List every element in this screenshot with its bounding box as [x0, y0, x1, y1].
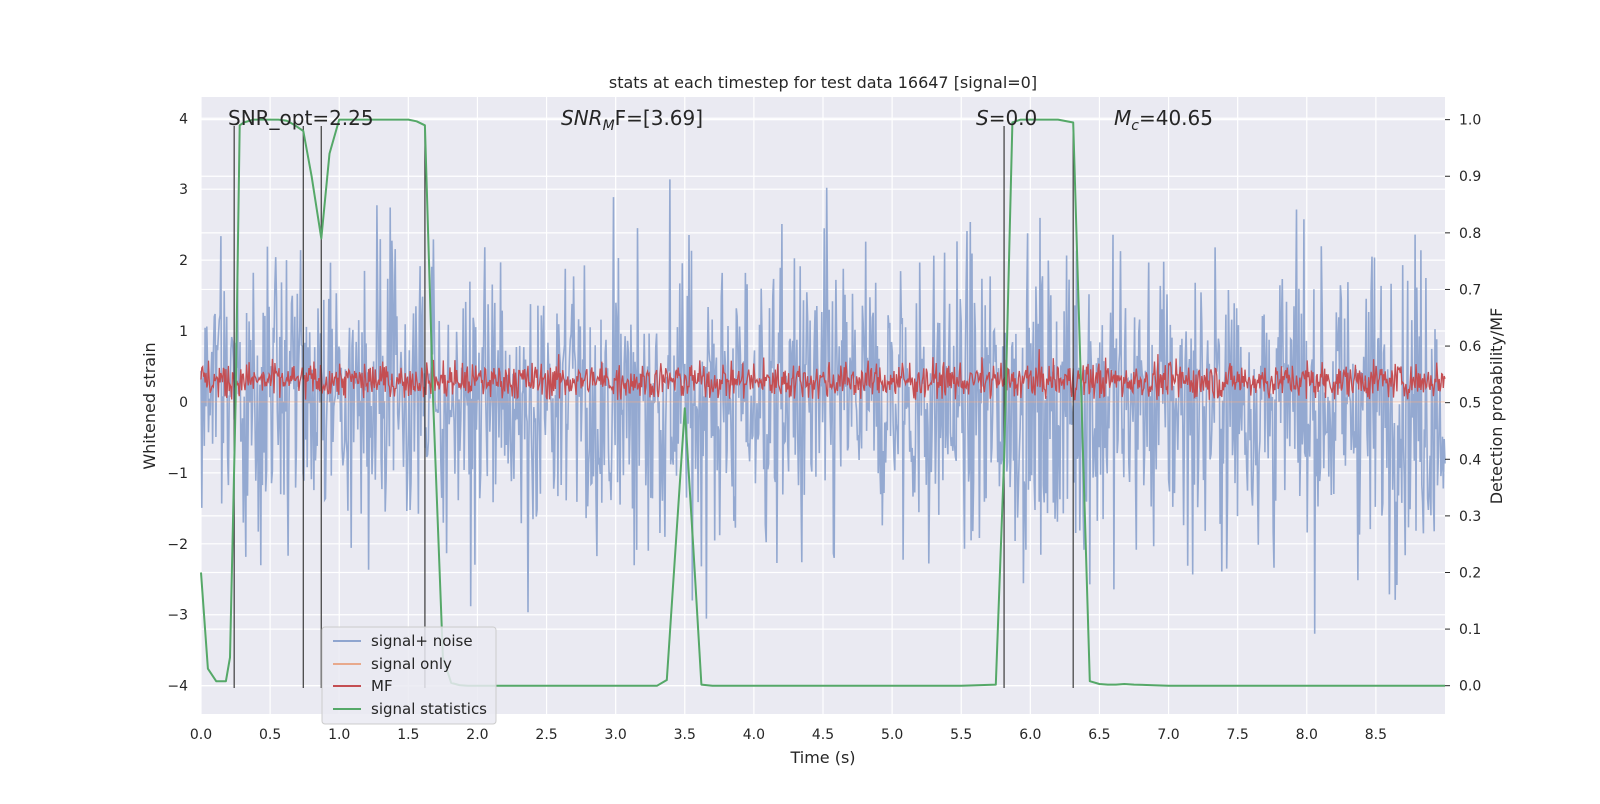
- x-tick-label: 8.0: [1296, 727, 1318, 743]
- s-name: S: [976, 106, 989, 130]
- x-tick-label: 1.0: [328, 727, 350, 743]
- signal-noise-series-line: [200, 179, 1446, 634]
- y-left-tick-label: 4: [179, 111, 188, 127]
- y-left-tick-label: 1: [179, 324, 188, 340]
- x-tick-label: 3.5: [674, 727, 696, 743]
- y-left-tick-label: 0: [179, 395, 188, 411]
- y-right-tick-label: 0.9: [1459, 169, 1481, 185]
- x-tick-label: 0.5: [259, 727, 281, 743]
- legend-label-signal-only: signal only: [371, 655, 452, 673]
- snr-mf-name: SNR: [561, 106, 603, 130]
- chart-title: stats at each timestep for test data 166…: [609, 73, 1037, 92]
- x-tick-label: 7.5: [1227, 727, 1249, 743]
- y-right-tick-label: 0.8: [1459, 226, 1481, 242]
- x-tick-label: 3.0: [605, 727, 627, 743]
- legend-entry-signal-only: signal only: [333, 655, 452, 673]
- x-tick-label: 4.0: [743, 727, 765, 743]
- x-axis-label: Time (s): [789, 748, 855, 767]
- x-tick-label: 5.5: [950, 727, 972, 743]
- y-right-tick-label: 0.0: [1459, 679, 1481, 695]
- snr-mf-value: F=[3.69]: [615, 106, 703, 130]
- noise-series-layer: [200, 179, 1446, 634]
- y-right-tick-label: 0.1: [1459, 622, 1481, 638]
- x-tick-label: 6.0: [1019, 727, 1041, 743]
- mc-annotation: Mc=40.65: [1114, 106, 1213, 134]
- mc-name: M: [1114, 106, 1131, 130]
- vertical-lines-layer: [233, 126, 1074, 688]
- legend-entry-signal-noise: signal+ noise: [333, 632, 473, 650]
- y-right-tick-label: 0.4: [1459, 452, 1481, 468]
- x-tick-label: 8.5: [1365, 727, 1387, 743]
- snr-opt-annotation: SNR_opt=2.25: [228, 106, 374, 130]
- snr-mf-annotation: SNRMF=[3.69]: [561, 106, 703, 134]
- y-left-tick-label: −4: [167, 679, 188, 695]
- mf-series-line: [200, 349, 1446, 401]
- y-right-tick-label: 0.5: [1459, 396, 1481, 412]
- y-axis-right-label: Detection probability/MF: [1487, 308, 1506, 505]
- legend-label-signal-noise: signal+ noise: [371, 632, 473, 650]
- y-left-tick-label: 3: [179, 182, 188, 198]
- mc-subscript: c: [1131, 118, 1139, 134]
- y-axis-left-label: Whitened strain: [140, 342, 159, 469]
- x-tick-label: 6.5: [1088, 727, 1110, 743]
- x-tick-label: 2.0: [466, 727, 488, 743]
- y-left-tick-label: −3: [167, 608, 188, 624]
- s-value: =0.0: [989, 106, 1038, 130]
- legend-entry-signal-statistics: signal statistics: [333, 700, 487, 718]
- y-left-tick-label: −1: [167, 466, 188, 482]
- mc-value: =40.65: [1139, 106, 1213, 130]
- y-left-tick-label: −2: [167, 537, 188, 553]
- snr-mf-subscript: M: [603, 118, 615, 134]
- x-tick-label: 5.0: [881, 727, 903, 743]
- legend-label-mf: MF: [371, 677, 393, 695]
- x-tick-label: 2.5: [535, 727, 557, 743]
- y-right-tick-label: 0.6: [1459, 339, 1481, 355]
- x-tick-label: 7.0: [1157, 727, 1179, 743]
- tick-layer: 0.0 0.5 1.0 1.5 2.0 2.5 3.0 3.5 4.0 4.5 5.0 5.5 6.0 6…: [167, 111, 1481, 743]
- x-tick-label: 0.0: [190, 727, 212, 743]
- legend-box: [321, 626, 497, 725]
- legend-entry-mf: MF: [333, 677, 393, 695]
- y-right-tick-label: 1.0: [1459, 113, 1481, 129]
- x-tick-label: 4.5: [812, 727, 834, 743]
- y-right-tick-label: 0.7: [1459, 282, 1481, 298]
- mf-series-layer: [200, 349, 1446, 401]
- y-right-tick-label: 0.2: [1459, 565, 1481, 581]
- y-left-tick-label: 2: [179, 253, 188, 269]
- legend-label-signal-statistics: signal statistics: [371, 700, 487, 718]
- legend: signal+ noise signal only MF signal stat…: [321, 626, 497, 725]
- y-right-tick-label: 0.3: [1459, 509, 1481, 525]
- s-annotation: S=0.0: [976, 106, 1037, 130]
- x-tick-label: 1.5: [397, 727, 419, 743]
